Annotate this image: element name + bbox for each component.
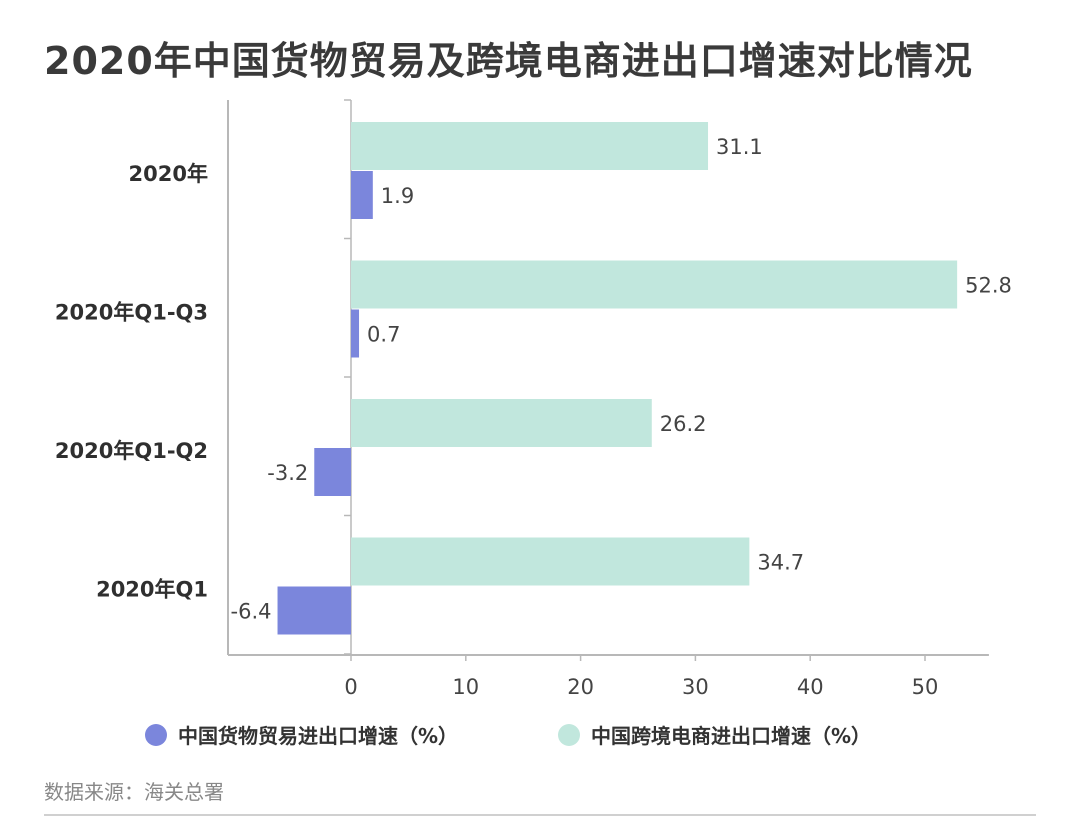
category-label: 2020年 [129, 162, 208, 186]
legend-label-ecommerce: 中国跨境电商进出口增速（%） [591, 724, 871, 748]
bottom-divider [44, 814, 1036, 816]
chart-bars [277, 122, 958, 635]
bar-goods-trade [277, 586, 351, 635]
data-source-label: 数据来源： [44, 780, 144, 804]
category-label: 2020年Q1 [96, 578, 208, 602]
value-label-goods-trade: 1.9 [381, 184, 414, 208]
legend-swatch-goods-trade [145, 724, 167, 746]
bar-goods-trade [351, 309, 360, 358]
data-source: 数据来源：海关总署 [44, 776, 224, 805]
chart-tick-labels: 0 10 20 30 40 50 [344, 675, 938, 699]
x-tick-label: 30 [682, 675, 709, 699]
bar-ecommerce [351, 399, 652, 447]
value-label-ecommerce: 34.7 [757, 551, 804, 575]
value-label-ecommerce: 26.2 [660, 412, 707, 436]
bar-goods-trade [314, 448, 351, 496]
data-source-value: 海关总署 [144, 780, 224, 804]
chart-legend: 中国货物贸易进出口增速（%） 中国跨境电商进出口增速（%） [145, 724, 871, 748]
value-label-ecommerce: 52.8 [965, 274, 1012, 298]
bar-ecommerce [351, 537, 750, 586]
bar-chart: 31.11.952.80.726.2-3.234.7-6.4 2020年2020… [55, 99, 1012, 748]
x-tick-label: 50 [912, 675, 939, 699]
bar-goods-trade [351, 171, 373, 219]
value-label-goods-trade: -3.2 [267, 461, 308, 485]
x-tick-label: 10 [452, 675, 479, 699]
value-label-goods-trade: -6.4 [231, 600, 272, 624]
chart-category-labels: 2020年 2020年Q1-Q3 2020年Q1-Q2 2020年Q1 [55, 162, 208, 602]
legend-swatch-ecommerce [558, 724, 580, 746]
x-tick-label: 40 [797, 675, 824, 699]
x-tick-label: 20 [567, 675, 594, 699]
chart-value-labels: 31.1 1.9 52.8 0.7 26.2 -3.2 34.7 -6.4 [231, 135, 1012, 624]
value-label-goods-trade: 0.7 [367, 323, 400, 347]
value-label-ecommerce: 31.1 [716, 135, 763, 159]
bar-ecommerce [351, 122, 709, 170]
legend-label-goods-trade: 中国货物贸易进出口增速（%） [178, 724, 458, 748]
category-label: 2020年Q1-Q3 [55, 301, 208, 325]
chart-title: 2020年中国货物贸易及跨境电商进出口增速对比情况 [44, 39, 973, 83]
x-tick-label: 0 [344, 675, 357, 699]
category-label: 2020年Q1-Q2 [55, 439, 208, 463]
bar-ecommerce [351, 260, 958, 309]
